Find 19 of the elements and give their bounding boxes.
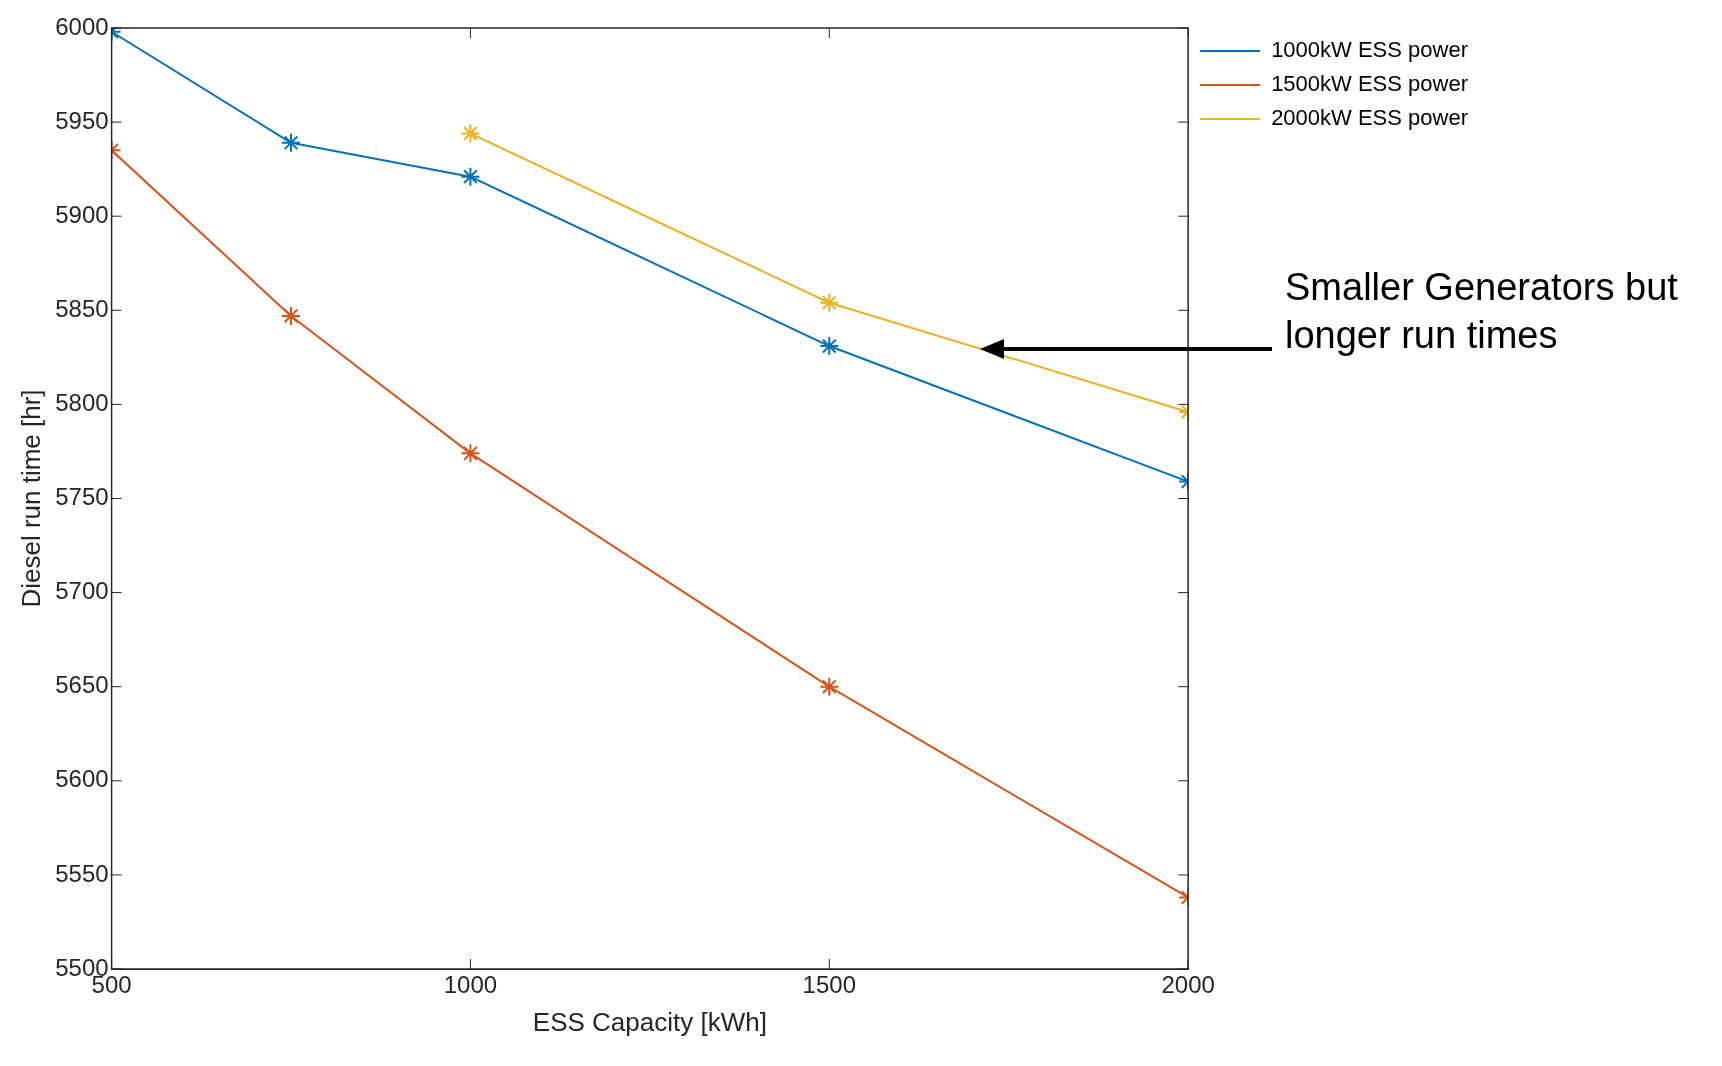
y-tick-label: 5800 bbox=[55, 389, 109, 417]
y-tick-label: 5650 bbox=[55, 671, 109, 699]
x-tick-label: 2000 bbox=[1161, 971, 1215, 999]
legend-label: 1000kW ESS power bbox=[1271, 37, 1468, 63]
x-tick-label: 1500 bbox=[802, 971, 856, 999]
y-axis-title: Diesel run time [hr] bbox=[15, 389, 46, 608]
y-tick-label: 6000 bbox=[55, 12, 109, 40]
y-tick-label: 5750 bbox=[55, 483, 109, 511]
y-tick-label: 5900 bbox=[55, 200, 109, 228]
x-tick-label: 1000 bbox=[443, 971, 498, 999]
y-tick-label: 5950 bbox=[55, 106, 109, 134]
y-tick-label: 5550 bbox=[55, 859, 109, 887]
y-tick-label: 5850 bbox=[55, 294, 109, 322]
y-tick-label: 5600 bbox=[55, 765, 109, 793]
legend-label: 1500kW ESS power bbox=[1271, 71, 1468, 97]
y-tick-label: 5700 bbox=[55, 577, 109, 605]
text: Smaller Generators but longer run times bbox=[1285, 265, 1679, 358]
x-axis-title: ESS Capacity [kWh] bbox=[532, 1006, 767, 1037]
legend-label: 2000kW ESS power bbox=[1271, 105, 1468, 131]
